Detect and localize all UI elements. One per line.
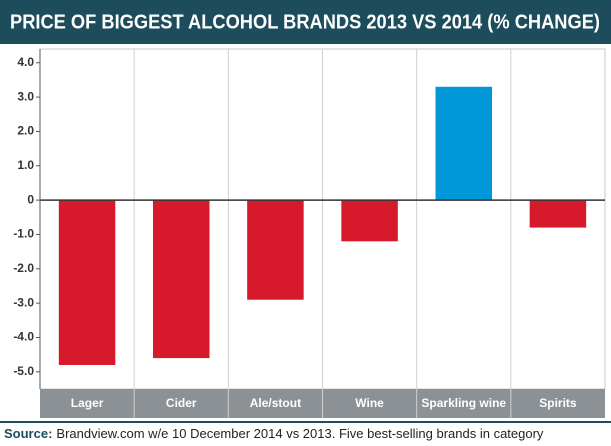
x-tick-label: Lager [71,396,104,410]
x-tick-label: Wine [355,396,384,410]
y-tick-label: 1.0 [17,158,34,172]
y-tick-label: 4.0 [17,55,34,69]
bar [435,86,492,201]
y-tick-label: 2.0 [17,124,34,138]
x-tick-label: Ale/stout [250,396,301,410]
source: Source: Brandview.com w/e 10 December 201… [4,426,544,441]
source-label: Source: [4,426,52,441]
source-text: Brandview.com w/e 10 December 2014 vs 20… [56,426,544,441]
y-tick-label: 3.0 [17,89,34,103]
bar [529,200,587,228]
bar [247,200,304,300]
bar [153,200,210,359]
bar [58,200,116,365]
title-bar [0,0,611,44]
y-tick-label: -3.0 [13,295,34,309]
x-tick-label: Spirits [539,396,577,410]
x-tick-label: Sparkling wine [421,396,506,410]
y-tick-label: -1.0 [13,227,34,241]
y-tick-label: 0 [27,192,34,206]
y-tick-label: -5.0 [13,364,34,378]
bar [341,200,398,242]
y-tick-label: -4.0 [13,330,34,344]
y-tick-label: -2.0 [13,261,34,275]
x-tick-label: Cider [166,396,197,410]
chart-title: PRICE OF BIGGEST ALCOHOL BRANDS 2013 VS … [10,11,600,33]
